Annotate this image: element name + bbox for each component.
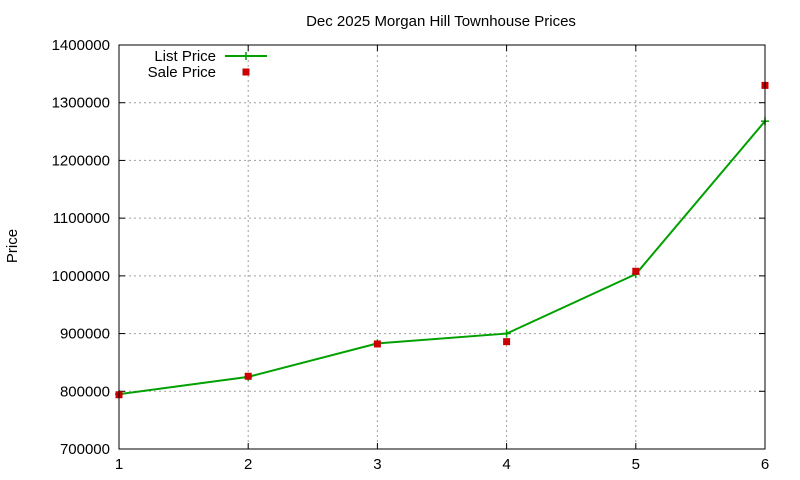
- y-tick-label: 1400000: [52, 37, 110, 54]
- x-tick-label: 1: [115, 456, 123, 473]
- data-point-sale-price: [503, 338, 511, 346]
- tick-labels: 1 2 3 4 5 6 700000 800000 900000 1000000 1100000 12…: [52, 37, 770, 473]
- plot-frame: [118, 44, 766, 450]
- y-tick-label: 800000: [60, 383, 110, 400]
- y-tick-label: 1100000: [53, 210, 110, 227]
- x-tick-label: 4: [502, 456, 510, 473]
- x-tick-label: 3: [373, 456, 381, 473]
- y-tick-label: 1000000: [52, 268, 110, 285]
- y-tick-label: 1300000: [52, 95, 110, 112]
- y-tick-label: 700000: [60, 441, 110, 458]
- x-tick-label: 2: [244, 456, 252, 473]
- grid-lines: [119, 45, 765, 449]
- data-point-list-price: [502, 329, 511, 338]
- x-tick-label: 6: [761, 456, 769, 473]
- legend-swatch-marker: [242, 68, 250, 76]
- series-marks: [115, 81, 769, 399]
- legend-label: List Price: [154, 48, 216, 65]
- legend-swatch-marker: [242, 52, 250, 60]
- data-point-sale-price: [244, 372, 252, 380]
- y-tick-label: 900000: [60, 326, 110, 343]
- x-tick-label: 5: [632, 456, 640, 473]
- legend-label: Sale Price: [148, 64, 216, 81]
- y-axis-label: Price: [4, 229, 21, 263]
- data-point-sale-price: [632, 267, 640, 275]
- chart-title: Dec 2025 Morgan Hill Townhouse Prices: [306, 13, 576, 30]
- y-tick-label: 1200000: [52, 152, 110, 169]
- data-point-sale-price: [373, 340, 381, 348]
- series-line-list-price: [118, 120, 766, 396]
